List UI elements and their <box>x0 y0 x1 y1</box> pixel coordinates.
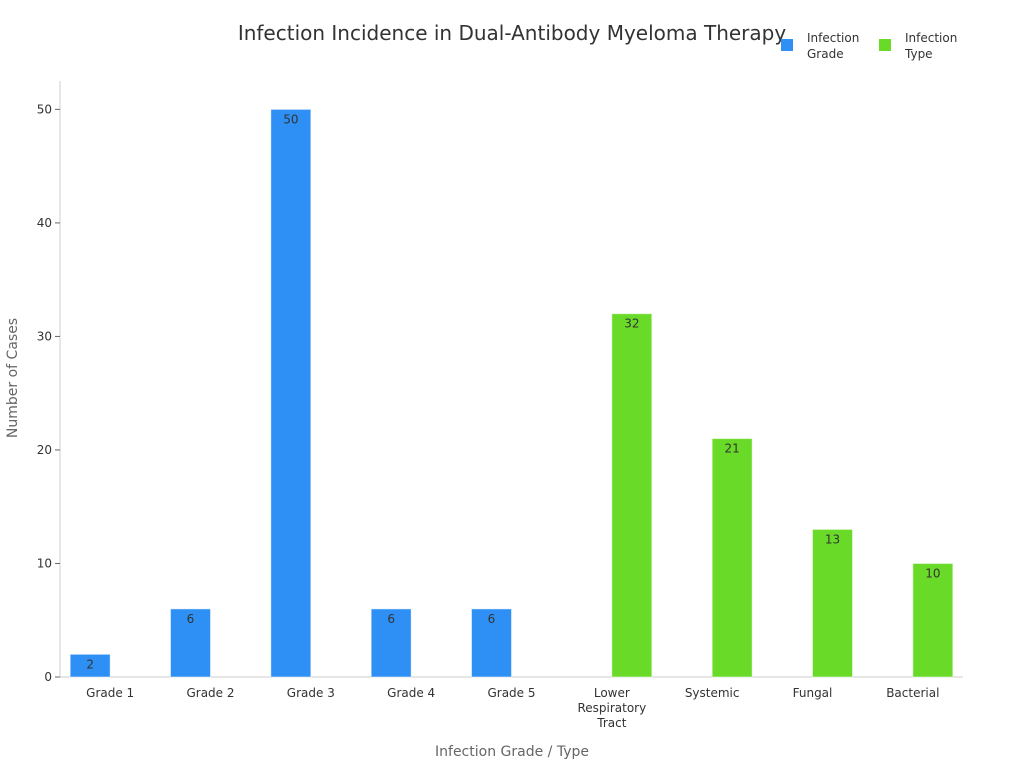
data-label: 13 <box>825 532 840 546</box>
x-tick-label: Grade 1 <box>86 686 134 700</box>
x-tick-label: Systemic <box>685 686 740 700</box>
bar <box>270 108 312 678</box>
legend-swatch <box>781 39 793 51</box>
bar <box>69 653 111 678</box>
y-tick-label: 40 <box>37 216 52 230</box>
bar <box>812 528 853 678</box>
y-tick-label: 20 <box>37 443 52 457</box>
x-axis-label: Infection Grade / Type <box>435 744 589 760</box>
x-tick-label: Grade 5 <box>487 686 535 700</box>
x-tick-label: Lower Respiratory Tract <box>577 686 646 730</box>
y-tick-label: 30 <box>37 329 52 343</box>
legend-swatch <box>879 39 891 51</box>
y-tick-label: 0 <box>44 670 52 684</box>
x-tick-label: Fungal <box>793 686 833 700</box>
data-label: 32 <box>624 317 639 331</box>
data-label: 6 <box>187 612 195 626</box>
legend-label: Infection Type <box>904 31 957 61</box>
bar <box>170 608 211 678</box>
bar <box>370 608 412 678</box>
data-label: 21 <box>725 442 740 456</box>
bar <box>711 438 753 678</box>
data-label: 2 <box>86 657 94 671</box>
x-tick-label: Grade 4 <box>387 686 435 700</box>
data-label: 6 <box>488 612 496 626</box>
x-tick-label: Grade 3 <box>287 686 335 700</box>
bar <box>912 562 954 678</box>
x-tick-label: Bacterial <box>886 686 939 700</box>
x-tick-label: Grade 2 <box>186 686 234 700</box>
y-axis-label: Number of Cases <box>5 318 21 438</box>
chart-title: Infection Incidence in Dual-Antibody Mye… <box>238 21 787 45</box>
legend-label: Infection Grade <box>807 31 859 61</box>
data-label: 50 <box>283 112 298 126</box>
data-label: 10 <box>925 566 940 580</box>
data-label: 6 <box>387 612 395 626</box>
bar <box>471 608 512 678</box>
bar <box>611 313 653 678</box>
y-tick-label: 50 <box>37 102 52 116</box>
y-tick-label: 10 <box>37 556 52 570</box>
